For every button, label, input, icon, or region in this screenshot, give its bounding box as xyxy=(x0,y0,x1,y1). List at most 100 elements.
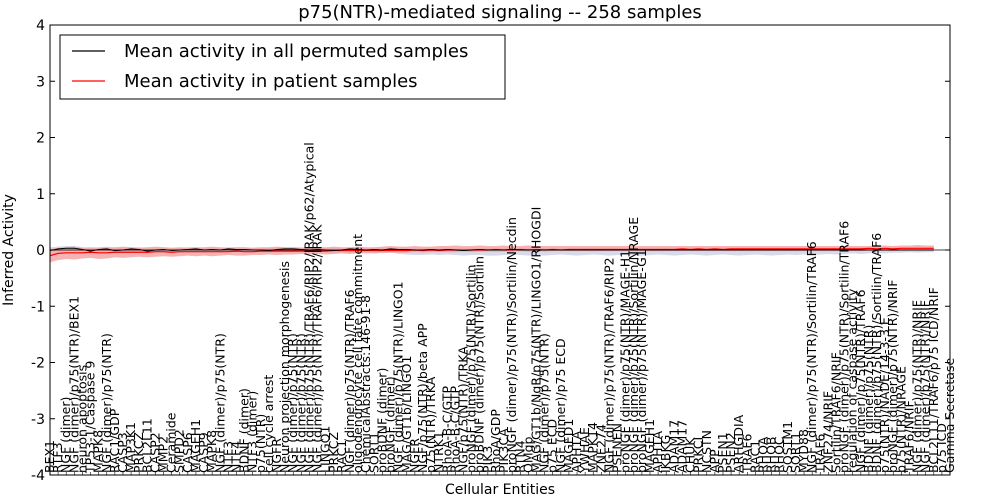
x-tick-label: MMP2 xyxy=(156,436,171,473)
x-tick-label: NTF4 xyxy=(228,441,243,473)
x-tick-label: cell cycle arrest xyxy=(261,375,276,473)
y-tick-label: 4 xyxy=(36,18,45,34)
x-tick-label: oligodendrocyte cell fate commitment xyxy=(350,234,365,473)
x-tick-label: NGF (dimer)/p75(NTR)/TRAF6/RIP2 xyxy=(601,257,616,473)
x-tick-label: p75(NTR)/NADE/14-3-3 E xyxy=(877,317,892,473)
x-tick-label: proNGF (dimer)/p75(NTR)/MAGE-H1 xyxy=(618,250,633,473)
x-tick-label: TRAF6 xyxy=(739,433,754,474)
x-tick-label: NGF (dimer)/p75(NTR)/NRIF xyxy=(918,300,933,473)
legend: Mean activity in all permuted samples Me… xyxy=(59,34,506,100)
x-tick-label: RhoA/GDP xyxy=(488,409,503,473)
x-tick-label: Sortilin/TRAF6/NRIF xyxy=(828,352,843,473)
x-tick-label: proBDNF (dimer) xyxy=(374,368,389,473)
x-tick-label: NGF (dimer)/p75(NTR)/TRAF6 xyxy=(853,289,868,473)
x-tick-label: ADAM17 xyxy=(666,420,681,473)
x-tick-label: RTF3 xyxy=(50,442,65,473)
x-tick-label: NCSTN xyxy=(699,430,714,473)
x-tick-label: PRKCI xyxy=(691,437,706,473)
x-tick-label: RHOC xyxy=(772,436,787,473)
x-tick-label: CHUK xyxy=(683,437,698,473)
x-tick-label: NGF (dimer)/p75(NTR)/Sortilin/TRAF6 xyxy=(804,241,819,473)
y-axis: -4 -3 -2 -1 0 1 2 3 4 xyxy=(31,18,950,484)
x-tick-label: RHOB xyxy=(764,437,779,474)
x-tick-label: proNGF (dimer)/p75(NTR)/Sortilin/NRAGE xyxy=(626,217,641,473)
x-tick-label: SQSTM1 xyxy=(780,421,795,473)
x-tick-label: TRAF6/NRIF xyxy=(901,400,916,474)
x-tick-label: BCL2L11/TRAF6/p75 ICD/NRIF xyxy=(926,287,941,473)
x-tick-label: p75(NTR)/NRAGE xyxy=(893,366,908,473)
x-tick-label: proNGF (dimer)/p75(NTR)/Sortilin xyxy=(464,265,479,473)
y-tick-label: 3 xyxy=(36,74,45,90)
x-tick-label: RhoA-B-C/GTP xyxy=(439,386,454,473)
x-tick-label: MAPK14 xyxy=(585,422,600,473)
x-tick-label: NGF (dimer)/p75(NTR) xyxy=(99,333,114,473)
x-tick-label: BDNF (dimer) xyxy=(237,388,252,473)
x-tick-label: PRKCZ xyxy=(326,432,341,473)
legend-label-permuted: Mean activity in all permuted samples xyxy=(124,41,468,62)
x-tick-label: RhoA-B-C/GTP xyxy=(447,386,462,473)
x-tick-label: OMgp xyxy=(520,436,535,473)
x-tick-label: p75 ECD xyxy=(545,419,560,473)
y-axis-label: Inferred Activity xyxy=(1,194,17,306)
x-tick-label: IKBKG xyxy=(658,435,673,473)
x-tick-label: TRAF6 xyxy=(812,433,827,474)
x-tick-label: ChemicalAbstracts:146-91-8 xyxy=(358,295,373,473)
x-tick-label: proNGF (dimer)/p75(NTR)/Sortilin/TRAF6 xyxy=(837,221,852,473)
x-tick-label: neuron apoptosis xyxy=(74,365,89,473)
x-tick-label: NTF3 (dimer) xyxy=(245,391,260,473)
x-tick-label: NGF (dimer)/p75(NTR) xyxy=(293,333,308,473)
x-tick-label: NGF (dimer)/p75(NTR)/LINGO1 xyxy=(391,281,406,473)
plot-frame xyxy=(49,24,951,476)
x-tick-label: RAC1/GDP xyxy=(107,408,122,473)
x-tick-label: MAGEH1 xyxy=(642,419,657,473)
x-tick-label: BDNF (dimer)/p75(NTR)/Sortilin/TRAF6 xyxy=(869,233,884,473)
x-tick-label: NGF (dimer)/p75 ECD xyxy=(553,338,568,473)
y-tick-label: -1 xyxy=(31,299,45,315)
x-tick-label: APP xyxy=(707,449,722,473)
x-tick-label: NGF (dimer)/p75(NTR) xyxy=(285,333,300,473)
x-tick-label: MAGED1 xyxy=(561,419,576,473)
x-tick-label: proNGF (dimer) xyxy=(383,376,398,473)
x-tick-label: NGF (dimer) xyxy=(58,397,73,473)
chart-title: p75(NTR)-mediated signaling -- 258 sampl… xyxy=(298,2,702,23)
x-tick-label: CASP3 xyxy=(115,432,130,473)
x-tick-label: proBDNF (dimer)/p75(NTR)/Sortilin xyxy=(472,256,487,473)
x-tick-label: NGF/p75(NTR)/TRKA xyxy=(456,346,471,473)
x-tick-label: proNGF (dimer)/p75(NTR)/Sortilin/Necdin xyxy=(504,217,519,473)
x-tick-label: MAG/GT1b/NgR/p75(NTR)/LINGO1/RHOGDI xyxy=(528,207,543,473)
x-tick-label: Neuron projection morphogenesis xyxy=(277,261,292,473)
x-tick-label: proNGF (dimer)/p75(NTR)/NRIF xyxy=(885,280,900,473)
x-tick-label: NGF (dimer)/p75(NTR)/TRAF6/RIP2/IRAK xyxy=(310,224,325,473)
x-tick-label: BDNF (dimer)/p75(NTR) xyxy=(861,325,876,473)
x-tick-label: CASP9 xyxy=(196,432,211,473)
x-tick-label: CASP2 xyxy=(147,432,162,473)
x-tick-label: p75 ICD xyxy=(934,423,949,473)
x-tick-label: MAGEH1 xyxy=(188,419,203,473)
x-tick-label: regulation of caspase activity xyxy=(845,288,860,473)
x-tick-label: TP53-1/Caspase 9 xyxy=(83,361,98,474)
x-tick-label: PSEN1 xyxy=(715,432,730,473)
x-tick-label: MAP3K1 xyxy=(123,422,138,473)
x-tick-label: PIK3CA xyxy=(496,428,511,473)
x-tick-label: NGFR xyxy=(269,438,284,473)
x-tick-label: MAG/GT1b/LINGO1 xyxy=(399,356,414,473)
x-tick-label: PSEN2 xyxy=(723,432,738,473)
x-axis-label: Cellular Entities xyxy=(445,482,555,498)
x-tick-label: YWHAE xyxy=(577,427,592,474)
x-tick-label: ZNF274/NRIF xyxy=(820,391,835,473)
y-tick-label: 1 xyxy=(36,187,45,203)
x-tick-label: BCL2L11 xyxy=(139,418,154,473)
x-tick-label: NTF3 xyxy=(220,441,235,473)
x-tick-label: MAPK8 xyxy=(91,430,106,473)
x-tick-label: RAC1 xyxy=(334,440,349,473)
x-tick-label: NGFR xyxy=(407,438,422,473)
x-tick-label: ARHGDIA xyxy=(731,414,746,473)
y-tick-label: -2 xyxy=(31,356,45,372)
x-tick-label: NGF (dimer)/p75(NTR) xyxy=(212,333,227,473)
x-tick-label: RAC1 xyxy=(747,440,762,473)
x-tick-label: PRKCZ xyxy=(131,432,146,473)
x-tick-label: NGF (dimer)/p75(NTR)/TRAF6 xyxy=(342,289,357,473)
x-tick-label: CASP6 xyxy=(180,432,195,473)
x-tick-label: NGF (dimer)/p75(NTR) xyxy=(537,333,552,473)
x-tick-label: SORT1 xyxy=(366,432,381,473)
